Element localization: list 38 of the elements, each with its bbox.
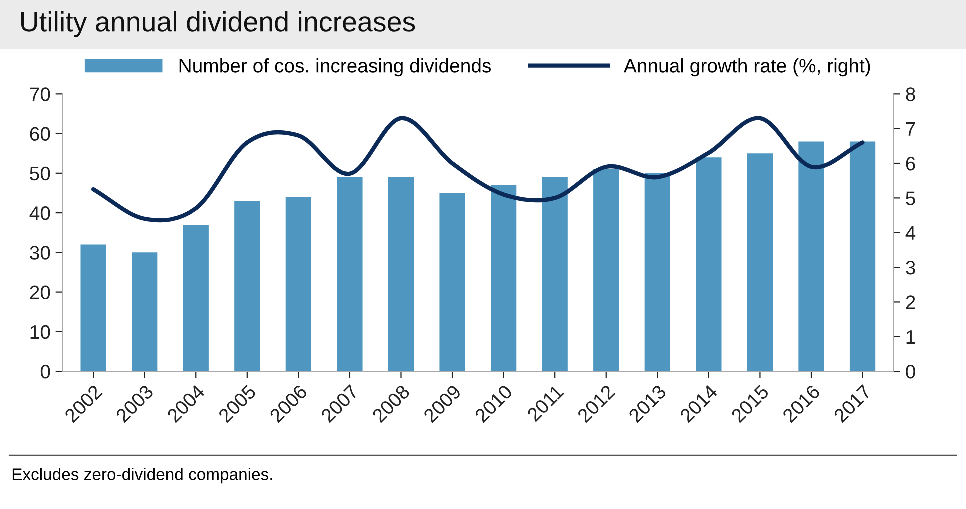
bar	[440, 193, 466, 372]
y-tick-label: 30	[30, 246, 50, 260]
bar	[183, 224, 209, 372]
y-tick-label: 70	[30, 88, 50, 102]
legend-label: Number of cos. increasing dividends	[180, 58, 492, 77]
bar	[388, 177, 414, 372]
chart-title: Utility annual dividend increases	[21, 11, 416, 38]
y-tick-label: 60	[30, 127, 50, 142]
legend-label: Annual growth rate (%, right)	[624, 58, 870, 77]
y2-tick-label: 5	[906, 192, 916, 206]
y2-tick-label: 4	[906, 226, 916, 240]
bar	[286, 197, 312, 372]
bar	[798, 142, 824, 372]
y2-tick-label: 6	[906, 156, 916, 171]
y2-tick-label: 3	[906, 261, 916, 275]
bar	[490, 185, 517, 372]
bar	[696, 158, 722, 372]
line-series	[91, 116, 865, 222]
text: Excludes zero-dividend companies.	[12, 468, 272, 484]
y2-tick-label: 2	[906, 296, 916, 310]
bar	[850, 142, 876, 372]
bar	[132, 252, 158, 372]
bar	[542, 177, 568, 372]
y2-tick-label: 1	[906, 330, 916, 344]
y-tick-label: 40	[30, 206, 50, 220]
bar	[644, 173, 670, 372]
y-tick-label: 10	[30, 325, 50, 340]
y2-tick-label: 8	[906, 88, 916, 102]
bar	[234, 201, 260, 372]
bar	[80, 244, 106, 372]
y-tick-label: 0	[40, 365, 50, 379]
bar	[337, 177, 363, 372]
y2-tick-label: 0	[906, 365, 916, 379]
y-tick-label: 50	[30, 166, 50, 181]
bar	[747, 154, 774, 372]
bar	[594, 169, 620, 372]
y2-tick-label: 7	[906, 122, 916, 136]
y-tick-label: 20	[30, 286, 50, 300]
